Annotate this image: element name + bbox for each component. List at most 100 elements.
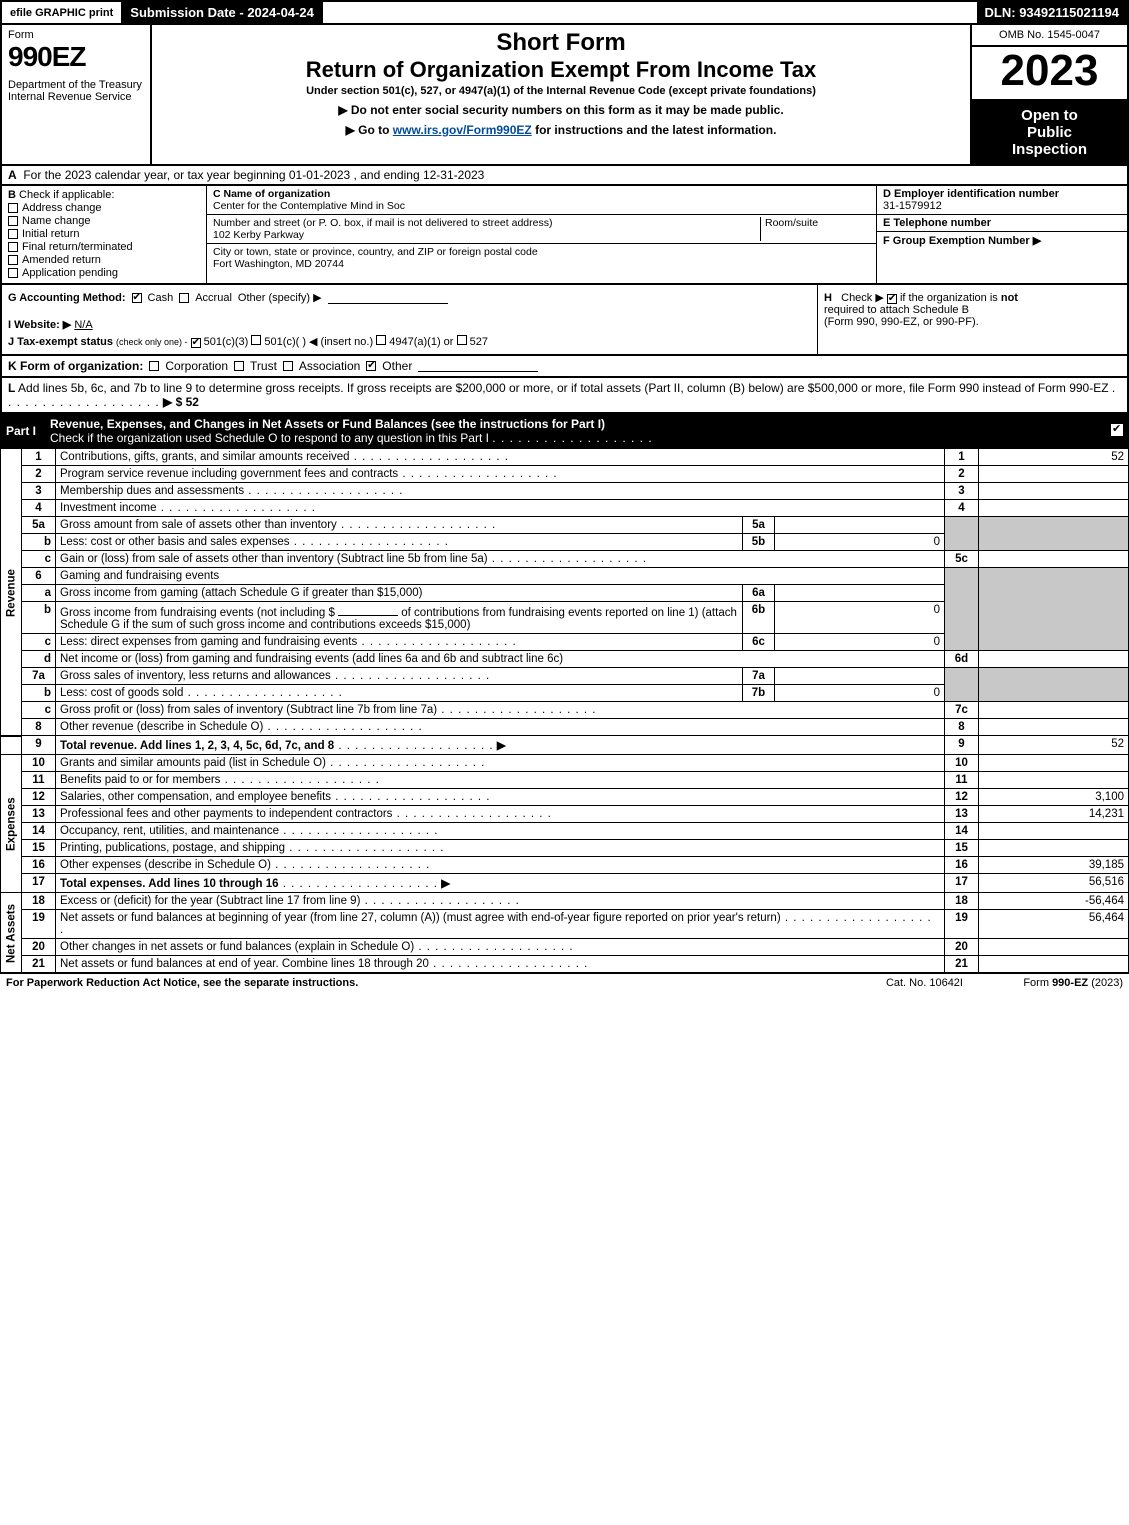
- footer-right-post: (2023): [1088, 977, 1123, 989]
- checkbox-cash[interactable]: [132, 293, 142, 303]
- j-row: J Tax-exempt status (check only one) - 5…: [8, 335, 811, 348]
- checkbox-corporation[interactable]: [149, 361, 159, 371]
- checkbox-trust[interactable]: [234, 361, 244, 371]
- l8-val: [979, 719, 1129, 736]
- k-other: Other: [382, 359, 412, 373]
- l7c-desc: Gross profit or (loss) from sales of inv…: [60, 704, 597, 716]
- l5a-mv: [775, 517, 945, 534]
- l4-val: [979, 500, 1129, 517]
- subtitle: Under section 501(c), 527, or 4947(a)(1)…: [158, 85, 964, 97]
- header-right: OMB No. 1545-0047 2023 Open to Public In…: [972, 25, 1127, 164]
- efile-print-button[interactable]: efile GRAPHIC print: [2, 2, 122, 23]
- footer-mid: Cat. No. 10642I: [886, 977, 963, 989]
- checkbox-schedule-b[interactable]: [887, 294, 897, 304]
- submission-date-button[interactable]: Submission Date - 2024-04-24: [122, 2, 323, 23]
- l7b-ml: 7b: [743, 685, 775, 702]
- street-label: Number and street (or P. O. box, if mail…: [213, 217, 552, 229]
- l5b-mv: 0: [775, 534, 945, 551]
- city-value: Fort Washington, MD 20744: [213, 258, 344, 270]
- l6-num: 6: [22, 568, 56, 585]
- l15-desc: Printing, publications, postage, and shi…: [60, 842, 444, 854]
- l11-rn: 11: [945, 772, 979, 789]
- g-row: G Accounting Method: Cash Accrual Other …: [8, 291, 811, 304]
- l14-desc: Occupancy, rent, utilities, and maintena…: [60, 825, 438, 837]
- opt-name-change: Name change: [22, 215, 91, 227]
- l11-desc: Benefits paid to or for members: [60, 774, 380, 786]
- open-line3: Inspection: [976, 141, 1123, 158]
- l5a-ml: 5a: [743, 517, 775, 534]
- l1-num: 1: [22, 449, 56, 466]
- l1-val: 52: [979, 449, 1129, 466]
- l6a-num: a: [22, 585, 56, 602]
- checkbox-schedule-o[interactable]: [1111, 424, 1123, 436]
- checkbox-association[interactable]: [283, 361, 293, 371]
- footer-right-pre: Form: [1023, 977, 1052, 989]
- l9-num: 9: [22, 736, 56, 755]
- e-block: E Telephone number: [877, 215, 1127, 232]
- checkbox-501c3[interactable]: [191, 338, 201, 348]
- checkbox-amended-return[interactable]: [8, 255, 18, 265]
- l5b-desc: Less: cost or other basis and sales expe…: [60, 536, 449, 548]
- l21-num: 21: [22, 956, 56, 973]
- grey-5ab: [945, 517, 979, 551]
- l7b-mv: 0: [775, 685, 945, 702]
- column-def: D Employer identification number 31-1579…: [877, 186, 1127, 283]
- l9-rn: 9: [945, 736, 979, 755]
- checkbox-501c[interactable]: [251, 335, 261, 345]
- checkbox-other[interactable]: [366, 361, 376, 371]
- checkbox-4947[interactable]: [376, 335, 386, 345]
- l1-rn: 1: [945, 449, 979, 466]
- irs-link[interactable]: www.irs.gov/Form990EZ: [393, 123, 532, 137]
- l6-desc: Gaming and fundraising events: [56, 568, 945, 585]
- l15-num: 15: [22, 840, 56, 857]
- header-center: Short Form Return of Organization Exempt…: [152, 25, 972, 164]
- l18-rn: 18: [945, 893, 979, 910]
- checkbox-initial-return[interactable]: [8, 229, 18, 239]
- k-other-blank[interactable]: [418, 360, 538, 372]
- checkbox-final-return[interactable]: [8, 242, 18, 252]
- l21-val: [979, 956, 1129, 973]
- g-other-blank[interactable]: [328, 292, 448, 304]
- h-check: Check ▶: [841, 292, 884, 304]
- org-name: Center for the Contemplative Mind in Soc: [213, 200, 405, 212]
- c-name-label: C Name of organization: [213, 188, 330, 200]
- d-block: D Employer identification number 31-1579…: [877, 186, 1127, 215]
- l10-val: [979, 755, 1129, 772]
- j-527: 527: [470, 336, 488, 348]
- dept-treasury: Department of the Treasury: [8, 79, 144, 91]
- l5c-rn: 5c: [945, 551, 979, 568]
- l17-arrow: ▶: [441, 878, 450, 890]
- l19-val: 56,464: [979, 910, 1129, 939]
- l10-rn: 10: [945, 755, 979, 772]
- checkbox-application-pending[interactable]: [8, 268, 18, 278]
- l9-arrow: ▶: [497, 740, 506, 752]
- grey-6: [945, 568, 979, 651]
- l13-val: 14,231: [979, 806, 1129, 823]
- topbar-spacer: [323, 2, 977, 23]
- l11-num: 11: [22, 772, 56, 789]
- opt-address-change: Address change: [22, 202, 102, 214]
- l14-rn: 14: [945, 823, 979, 840]
- checkbox-accrual[interactable]: [179, 293, 189, 303]
- checkbox-name-change[interactable]: [8, 216, 18, 226]
- l7a-desc: Gross sales of inventory, less returns a…: [60, 670, 490, 682]
- checkbox-527[interactable]: [457, 335, 467, 345]
- omb-number: OMB No. 1545-0047: [972, 25, 1127, 47]
- l6b-num: b: [22, 602, 56, 634]
- l6b-blank[interactable]: [338, 604, 398, 616]
- ein-value: 31-1579912: [883, 200, 942, 212]
- form-word: Form: [8, 29, 144, 41]
- checkbox-address-change[interactable]: [8, 203, 18, 213]
- footer-right-bold: 990-EZ: [1052, 977, 1088, 989]
- l15-rn: 15: [945, 840, 979, 857]
- l6d-val: [979, 651, 1129, 668]
- l20-num: 20: [22, 939, 56, 956]
- street-value: 102 Kerby Parkway: [213, 229, 304, 241]
- h-label: H: [824, 292, 832, 304]
- gh-left: G Accounting Method: Cash Accrual Other …: [2, 285, 817, 354]
- l-label: L: [8, 381, 15, 395]
- l5c-desc: Gain or (loss) from sale of assets other…: [60, 553, 647, 565]
- l9-val: 52: [979, 736, 1129, 755]
- l13-num: 13: [22, 806, 56, 823]
- section-l: L Add lines 5b, 6c, and 7b to line 9 to …: [0, 378, 1129, 414]
